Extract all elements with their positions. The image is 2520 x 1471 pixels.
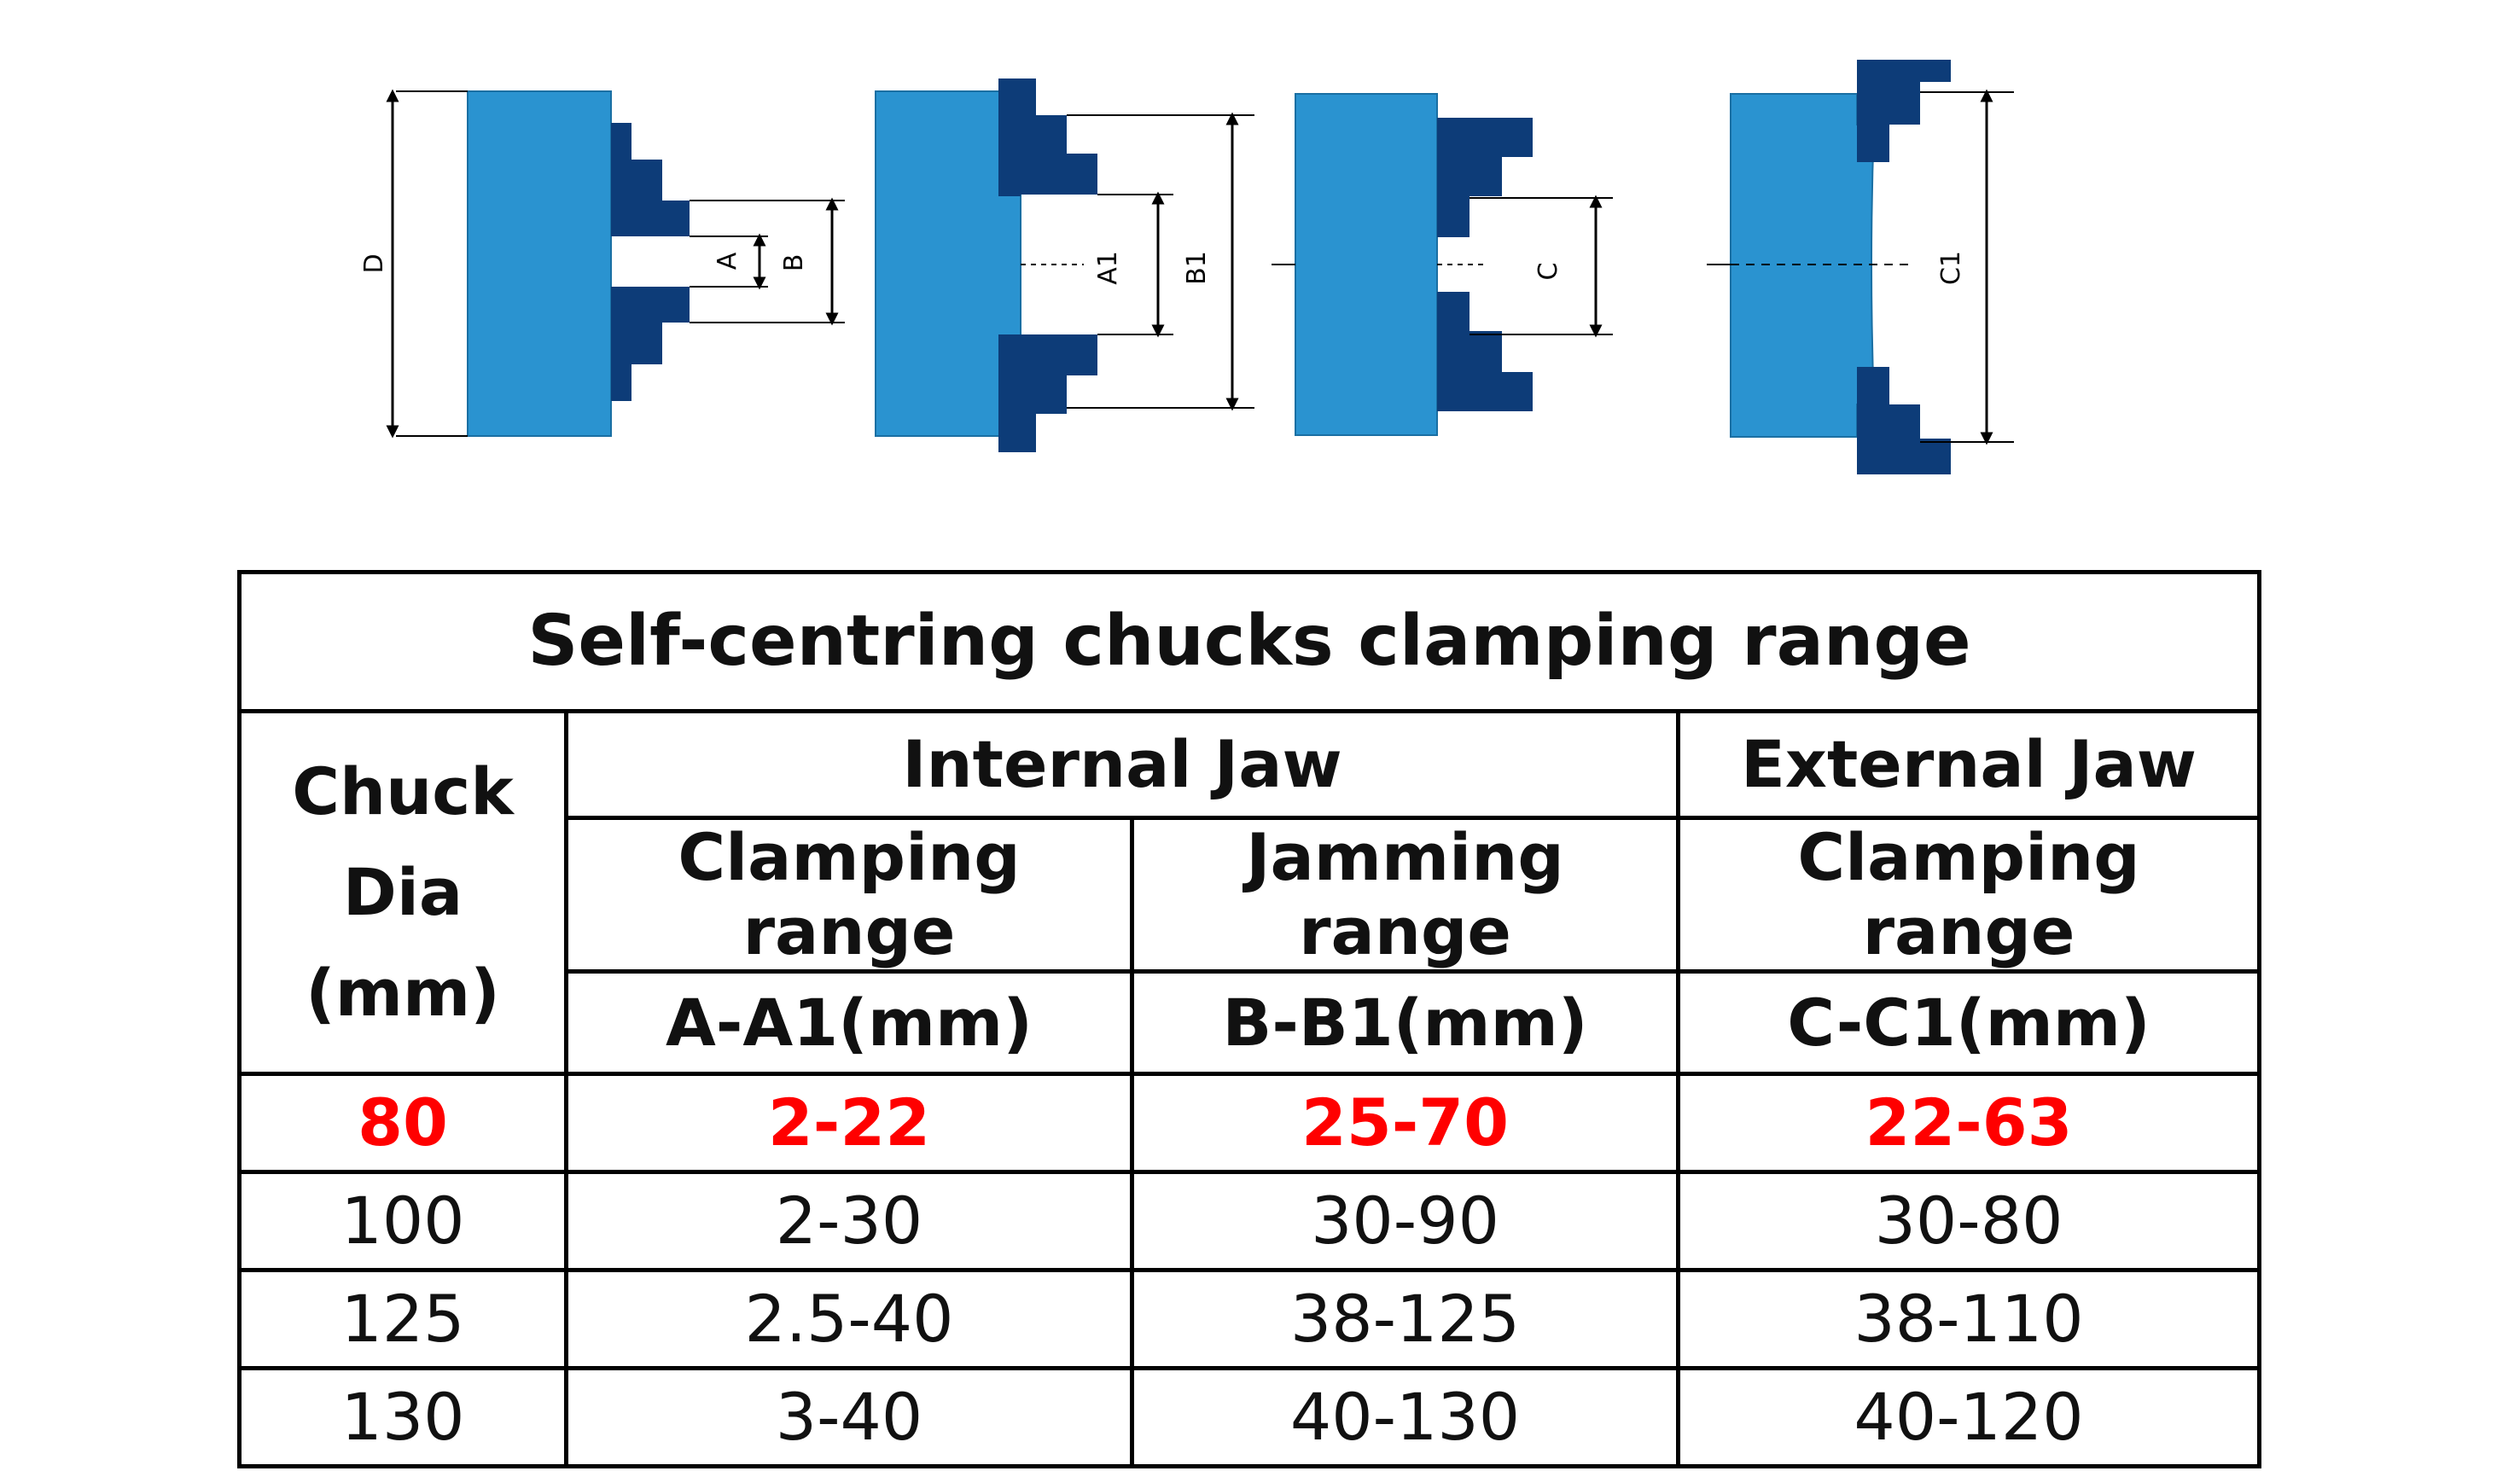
figure-internal-clamping-a: D A B — [359, 89, 845, 439]
header-clamping-range: Clamping range — [564, 816, 1134, 974]
cell-c-c1: 22-63 — [1676, 1071, 2261, 1174]
header-chuck-line2: Dia — [342, 853, 463, 930]
header-clamping-range-external: Clamping range — [1676, 816, 2261, 974]
cell-c-c1: 38-110 — [1676, 1267, 2261, 1370]
jaw-lower-2 — [998, 334, 1097, 452]
chuck-diagram: D A B A1 B1 C — [359, 60, 2014, 474]
table-title-row: Self-centring chucks clamping range — [237, 570, 2261, 713]
cell-c-c1: 40-120 — [1676, 1365, 2261, 1468]
figure-external-clamping-b: C1 — [1707, 60, 2014, 474]
header-chuck-dia: Chuck Dia (mm) — [237, 709, 568, 1076]
chuck-body-3 — [1295, 93, 1438, 436]
header-chuck-line3: (mm) — [306, 954, 500, 1031]
figure-internal-clamping-b: A1 B1 — [875, 78, 1254, 452]
header-c-c1: C-C1(mm) — [1676, 968, 2261, 1076]
jaw-upper-3 — [1437, 118, 1533, 237]
header-row-group: Chuck Dia (mm) Internal Jaw External Jaw — [237, 709, 2261, 1076]
clamping-range-table: Self-centring chucks clamping range Chuc… — [237, 570, 2261, 1468]
cell-b-b1: 40-130 — [1130, 1365, 1680, 1468]
table-row: 125 2.5-40 38-125 38-110 — [237, 1267, 2261, 1370]
header-a-a1: A-A1(mm) — [564, 968, 1134, 1076]
label-d: D — [359, 253, 389, 273]
header-row-sub: Clamping range Jamming range Clamping ra… — [240, 816, 2261, 974]
label-c1: C1 — [1936, 251, 1966, 285]
cell-c-c1: 30-80 — [1676, 1169, 2261, 1272]
jaw-upper-4 — [1857, 60, 1951, 162]
jaw-lower-3 — [1437, 292, 1533, 411]
header-internal-jaw: Internal Jaw — [564, 709, 1680, 820]
cell-dia: 100 — [237, 1169, 568, 1272]
label-b: B — [779, 254, 809, 272]
jaw-upper-2 — [998, 78, 1097, 196]
figure-external-clamping-a: C — [1272, 93, 1613, 436]
label-a: A — [713, 252, 742, 270]
header-b-b1: B-B1(mm) — [1130, 968, 1680, 1076]
table-title: Self-centring chucks clamping range — [237, 570, 2261, 713]
cell-b-b1: 25-70 — [1130, 1071, 1680, 1174]
cell-a-a1: 3-40 — [564, 1365, 1134, 1468]
cell-dia: 80 — [237, 1071, 568, 1174]
cell-b-b1: 30-90 — [1130, 1169, 1680, 1272]
label-a1: A1 — [1093, 251, 1123, 285]
jaw-upper-1 — [611, 123, 690, 236]
cell-dia: 130 — [237, 1365, 568, 1468]
label-c: C — [1534, 263, 1563, 281]
label-b1: B1 — [1182, 251, 1212, 285]
header-external-jaw: External Jaw — [1676, 709, 2261, 820]
table-row: 80 2-22 25-70 22-63 — [237, 1071, 2261, 1174]
cell-a-a1: 2-22 — [564, 1071, 1134, 1174]
header-row-units: A-A1(mm) B-B1(mm) C-C1(mm) — [240, 968, 2261, 1076]
cell-a-a1: 2.5-40 — [564, 1267, 1134, 1370]
chuck-body-1 — [467, 90, 612, 437]
header-jamming-range: Jamming range — [1130, 816, 1680, 974]
table-row: 100 2-30 30-90 30-80 — [237, 1169, 2261, 1272]
jaw-lower-1 — [611, 287, 690, 401]
cell-dia: 125 — [237, 1267, 568, 1370]
cell-b-b1: 38-125 — [1130, 1267, 1680, 1370]
cell-a-a1: 2-30 — [564, 1169, 1134, 1272]
table-row: 130 3-40 40-130 40-120 — [237, 1365, 2261, 1468]
header-chuck-line1: Chuck — [292, 753, 514, 830]
jaw-lower-4 — [1857, 367, 1951, 474]
